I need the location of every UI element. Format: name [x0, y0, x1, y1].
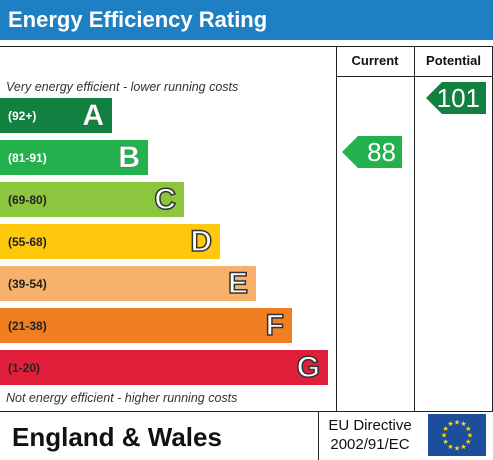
star-icon: ★	[443, 438, 449, 446]
star-icon: ★	[447, 443, 453, 451]
column-header-potential: Potential	[426, 53, 481, 68]
band-b: (81-91) B	[0, 140, 148, 175]
star-icon: ★	[447, 420, 453, 428]
eu-stars: ★ ★★★★★★★★★★★	[441, 419, 473, 453]
band-range: (39-54)	[8, 276, 47, 291]
band-a: (92+) A	[0, 98, 112, 133]
star-icon: ★	[443, 425, 449, 433]
star-icon: ★	[454, 445, 460, 453]
star-icon: ★	[465, 438, 471, 446]
column-header-current: Current	[351, 53, 399, 68]
band-letter: G	[296, 350, 321, 384]
band-d: (55-68) D	[0, 224, 220, 259]
band-range: (92+)	[8, 108, 37, 123]
band-range: (21-38)	[8, 318, 47, 333]
directive-line-1: EU Directive	[328, 417, 412, 434]
band-letter: B	[118, 140, 141, 174]
column-divider-current	[336, 46, 337, 412]
eu-directive: EU Directive 2002/91/EC	[320, 416, 420, 454]
note-bottom: Not energy efficient - higher running co…	[6, 391, 238, 405]
star-icon: ★	[460, 443, 466, 451]
column-divider-potential	[414, 46, 415, 412]
band-g: (1-20) G	[0, 350, 328, 385]
band-f: (21-38) F	[0, 308, 292, 343]
footer-divider	[318, 412, 319, 460]
band-range: (55-68)	[8, 234, 47, 249]
region-label: England & Wales	[12, 422, 222, 452]
star-icon: ★	[441, 432, 447, 440]
band-letter: C	[154, 182, 177, 216]
header-divider	[336, 76, 493, 77]
band-letter: D	[190, 224, 213, 258]
band-range: (81-91)	[8, 150, 47, 165]
star-icon: ★	[465, 425, 471, 433]
band-letter: E	[227, 266, 249, 300]
band-range: (1-20)	[8, 360, 41, 375]
directive-line-2: 2002/91/EC	[330, 436, 410, 453]
current-rating-value: 88	[367, 137, 396, 167]
band-e: (39-54) E	[0, 266, 256, 301]
rating-chart-frame	[0, 46, 493, 412]
potential-rating-value: 101	[436, 83, 480, 113]
eu-flag-icon: ★ ★ ★ ★ ★ ★ ★ ★ ★ ★ ★ ★	[428, 414, 486, 456]
band-range: (69-80)	[8, 192, 47, 207]
page-title: Energy Efficiency Rating	[0, 0, 493, 40]
note-top: Very energy efficient - lower running co…	[6, 80, 239, 94]
star-icon: ★	[454, 419, 460, 427]
star-icon: ★	[460, 420, 466, 428]
band-letter: A	[82, 98, 105, 132]
star-icon: ★	[467, 432, 473, 440]
band-letter: F	[265, 308, 285, 342]
band-c: (69-80) C	[0, 182, 184, 217]
